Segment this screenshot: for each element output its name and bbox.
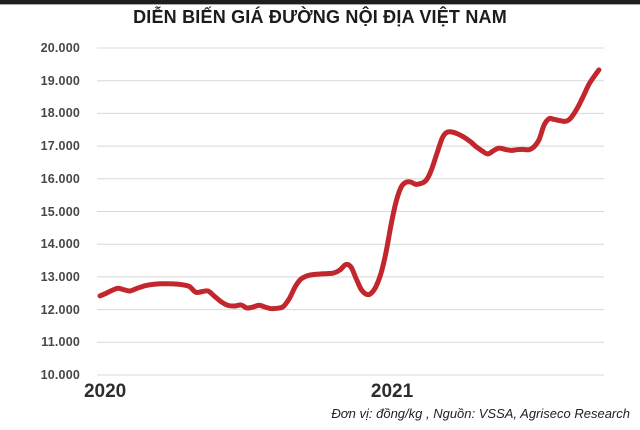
price-line-series [97, 67, 602, 312]
y-tick-label: 11.000 [41, 335, 80, 350]
chart-title: DIỄN BIẾN GIÁ ĐƯỜNG NỘI ĐỊA VIỆT NAM [133, 7, 507, 27]
source-note: Đơn vị: đồng/kg , Nguồn: VSSA, Agriseco … [331, 406, 630, 421]
top-divider-bar [0, 0, 640, 5]
x-tick-label: 2020 [83, 381, 127, 402]
y-tick-label: 10.000 [40, 368, 80, 382]
gridlines [97, 47, 604, 376]
y-tick-label: 16.000 [40, 171, 80, 186]
y-tick-label: 15.000 [40, 204, 80, 219]
y-tick-label: 18.000 [40, 106, 80, 121]
x-tick-label: 2021 [370, 381, 414, 402]
y-tick-label: 14.000 [40, 237, 80, 252]
price-line-chart [97, 47, 604, 376]
y-tick-label: 12.000 [40, 302, 80, 317]
y-tick-label: 20.000 [40, 41, 80, 55]
y-tick-label: 17.000 [40, 139, 80, 154]
y-tick-label: 13.000 [40, 269, 80, 284]
y-tick-label: 19.000 [40, 73, 80, 88]
